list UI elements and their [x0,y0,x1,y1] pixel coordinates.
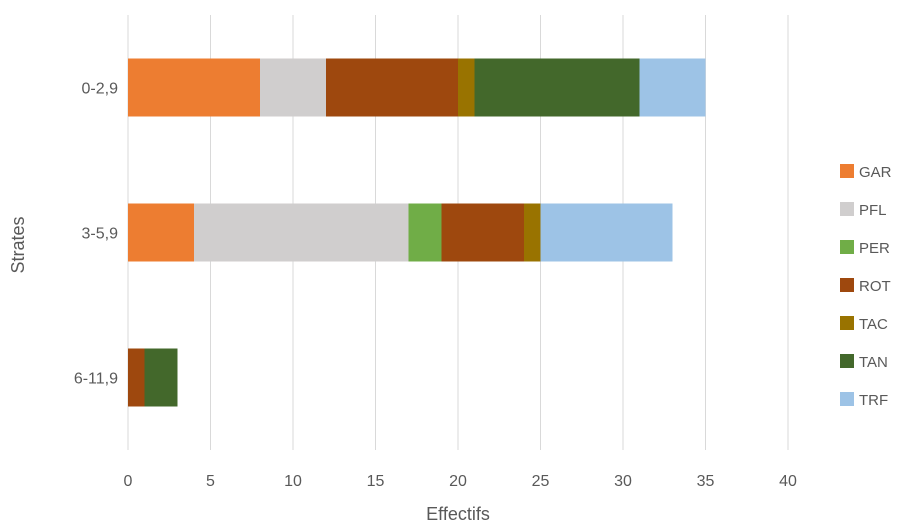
bar-segment-pfl [194,203,409,262]
bar-segment-tan [144,348,178,407]
x-axis-title: Effectifs [426,504,490,524]
bar-segment-tac [458,58,475,117]
y-axis-ticks: 0-2,9 3-5,9 6-11,9 [74,81,118,388]
y-tick-label: 6-11,9 [74,371,118,388]
x-tick-label: 30 [614,473,632,490]
x-tick-label: 15 [367,473,385,490]
x-tick-label: 35 [697,473,715,490]
legend-label-gar: GAR [859,164,892,181]
bar-segment-rot [326,58,458,117]
x-axis-ticks: 0 5 10 15 20 25 30 35 40 [124,473,797,490]
legend-swatch-gar [840,164,854,178]
x-tick-label: 25 [532,473,550,490]
legend-label-rot: ROT [859,278,891,295]
legend-swatch-rot [840,278,854,292]
legend-label-trf: TRF [859,392,888,409]
legend-swatch-pfl [840,202,854,216]
y-tick-label: 0-2,9 [82,81,119,98]
bar-segment-trf [540,203,673,262]
bar-segment-pfl [260,58,326,117]
legend-swatch-per [840,240,854,254]
bar-segment-rot [128,348,145,407]
y-tick-label: 3-5,9 [82,226,119,243]
legend: GAR PFL PER ROT TAC TAN TRF [840,164,892,409]
legend-label-tan: TAN [859,354,888,371]
bar-segment-trf [639,58,706,117]
x-tick-label: 0 [124,473,133,490]
legend-label-per: PER [859,240,890,257]
bar-segment-rot [441,203,524,262]
x-tick-label: 20 [449,473,467,490]
bar-segment-tan [474,58,640,117]
x-tick-label: 10 [284,473,302,490]
x-tick-label: 5 [206,473,215,490]
bars [128,58,706,407]
y-axis-title: Strates [8,216,28,273]
legend-label-pfl: PFL [859,202,887,219]
legend-swatch-tac [840,316,854,330]
bar-segment-gar [128,58,260,117]
x-tick-label: 40 [779,473,797,490]
bar-segment-gar [128,203,194,262]
legend-swatch-trf [840,392,854,406]
bar-segment-per [408,203,442,262]
bar-segment-tac [524,203,541,262]
legend-swatch-tan [840,354,854,368]
legend-label-tac: TAC [859,316,888,333]
